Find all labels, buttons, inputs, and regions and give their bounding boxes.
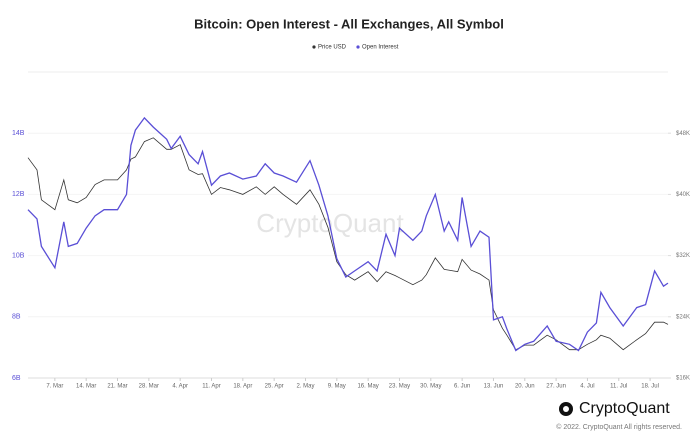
y-tick-label: 10B [12, 252, 25, 259]
logo-icon-hole [563, 406, 569, 412]
chart-title: Bitcoin: Open Interest - All Exchanges, … [194, 16, 504, 31]
y2-tick-label: $24K [676, 314, 690, 320]
copyright: © 2022. CryptoQuant All rights reserved. [556, 423, 682, 431]
x-tick-label: 28. Mar [139, 384, 159, 390]
y-tick-label: 6B [12, 375, 21, 382]
x-tick-label: 4. Apr [172, 384, 188, 390]
x-tick-label: 21. Mar [107, 384, 127, 390]
series-line [27, 137, 669, 351]
y-tick-label: 12B [12, 191, 25, 198]
x-tick-label: 11. Jul [610, 384, 627, 390]
brand: CryptoQuant [579, 400, 670, 417]
x-tick-label: 11. Apr [202, 384, 221, 390]
y2-tick-label: $48K [676, 131, 690, 137]
logo: CryptoQuant [559, 400, 670, 417]
x-tick-label: 13. Jun [484, 384, 504, 390]
y-tick-label: 8B [12, 314, 21, 321]
x-tick-label: 9. May [328, 384, 346, 390]
x-tick-label: 16. May [357, 384, 378, 390]
x-tick-label: 30. May [420, 384, 441, 390]
x-tick-label: 14. Mar [76, 384, 96, 390]
x-tick-label: 6. Jun [454, 384, 470, 390]
legend-label: Price USD [318, 45, 347, 51]
legend-label: Open Interest [362, 45, 399, 51]
series-line [27, 116, 669, 352]
x-tick-label: 23. May [389, 384, 410, 390]
x-tick-label: 18. Jul [641, 384, 659, 390]
x-tick-label: 18. Apr [233, 384, 252, 390]
x-tick-label: 25. Apr [265, 384, 284, 390]
y-tick-label: 14B [12, 130, 25, 137]
x-tick-label: 20. Jun [515, 384, 535, 390]
x-tick-label: 2. May [296, 384, 314, 390]
watermark: CryptoQuant [256, 208, 404, 238]
x-tick-label: 7. Mar [46, 384, 63, 390]
y2-tick-label: $16K [676, 376, 690, 382]
y2-tick-label: $32K [676, 253, 690, 259]
x-tick-label: 27. Jun [546, 384, 566, 390]
legend-marker [356, 45, 360, 49]
y2-tick-label: $40K [676, 192, 690, 198]
x-tick-label: 4. Jul [580, 384, 594, 390]
legend-marker [312, 45, 316, 49]
